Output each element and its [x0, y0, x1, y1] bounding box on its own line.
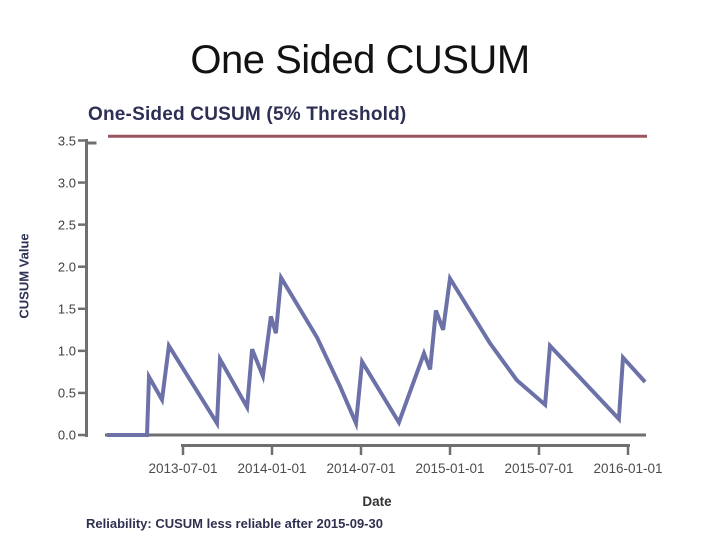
y-tick-label: 2.0: [57, 259, 76, 275]
y-tick-label: 3.0: [57, 175, 76, 191]
x-tick-label: 2014-01-01: [237, 461, 307, 476]
y-axis-ticks: [78, 139, 86, 437]
slide-title: One Sided CUSUM: [190, 38, 530, 82]
x-tick-label: 2015-07-01: [504, 461, 574, 476]
x-tick-label: 2015-01-01: [415, 461, 485, 476]
y-tick-label: 0.5: [57, 385, 76, 401]
y-tick-label: 3.5: [57, 133, 76, 148]
chart-title: One-Sided CUSUM (5% Threshold): [88, 104, 407, 125]
y-tick-label: 1.5: [57, 301, 76, 317]
y-tick-label: 2.5: [57, 217, 76, 233]
x-tick-label: 2014-07-01: [326, 461, 396, 476]
y-tick-label: 1.0: [57, 343, 76, 359]
y-tick-label: 0.0: [57, 427, 76, 443]
x-axis-title: Date: [362, 494, 392, 509]
x-tick-label: 2016-01-01: [593, 461, 663, 476]
x-tick-label: 2013-07-01: [148, 461, 218, 476]
cusum-series-line: [107, 271, 647, 437]
x-axis-ticks: [181, 444, 630, 455]
reliability-note: Reliability: CUSUM less reliable after 2…: [86, 516, 383, 531]
